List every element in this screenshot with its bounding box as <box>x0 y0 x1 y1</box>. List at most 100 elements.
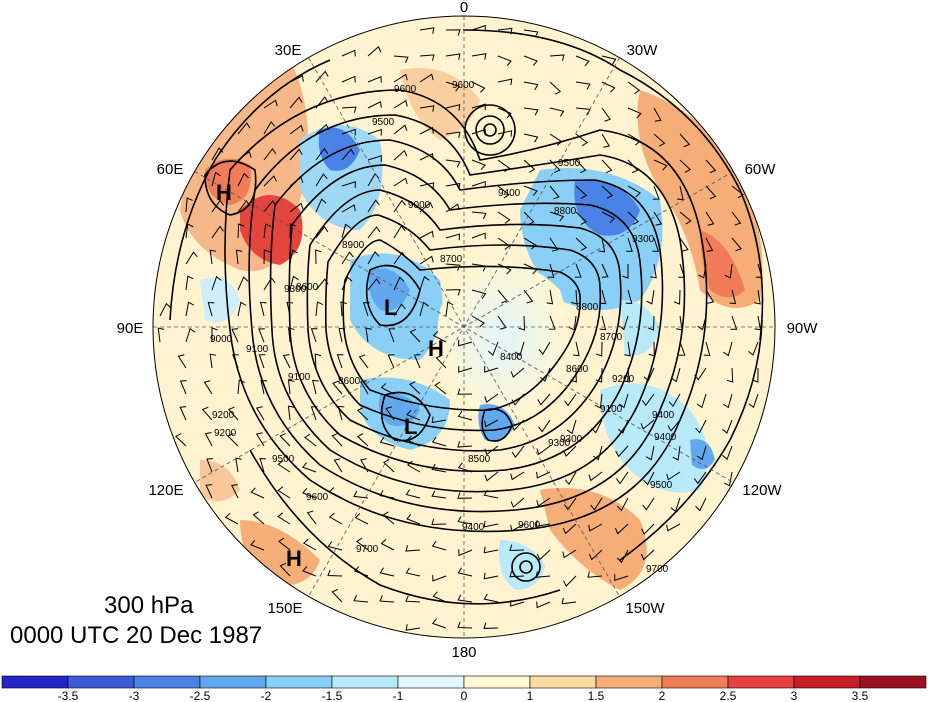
wind-barb <box>705 289 715 304</box>
wind-barb <box>549 185 560 200</box>
wind-barb <box>536 549 551 561</box>
wind-barb <box>575 263 582 278</box>
low-center-label: L <box>384 295 397 320</box>
wind-barb <box>405 567 421 577</box>
colorbar-swatch <box>793 675 861 689</box>
colorbar-swatch <box>661 675 729 689</box>
wind-barb <box>157 327 165 343</box>
wind-barb <box>523 55 538 66</box>
longitude-labels: 0 30W 60W 90W 120W 150W 180 150E 120E 90… <box>117 0 819 661</box>
wind-barb <box>380 539 395 551</box>
wind-barb <box>487 341 499 356</box>
wind-barb <box>536 497 551 507</box>
wind-barb <box>563 575 577 587</box>
wind-barb <box>431 463 447 473</box>
wind-barb <box>341 148 355 161</box>
wind-barb <box>310 328 318 343</box>
wind-barb <box>302 538 317 551</box>
wind-barb <box>575 55 590 67</box>
wind-barb <box>237 172 249 187</box>
longitude-label: 30E <box>275 42 302 59</box>
wind-barb <box>536 445 551 456</box>
wind-barb <box>435 354 447 369</box>
colorbar-label: -2.5 <box>190 689 211 702</box>
wind-barb <box>341 75 356 83</box>
wind-barb <box>206 458 213 473</box>
height-contours <box>169 29 764 605</box>
wind-barb <box>511 445 525 458</box>
wind-barb <box>360 380 369 395</box>
wind-barb <box>185 197 193 213</box>
map-boundary <box>152 15 776 639</box>
contour-label: 9400 <box>654 432 677 443</box>
wind-barb <box>289 249 298 265</box>
colorbar-swatch <box>859 675 927 689</box>
wind-barb <box>731 211 742 226</box>
wind-barb <box>231 484 239 499</box>
wind-barb <box>445 29 461 36</box>
wind-barb <box>523 211 535 226</box>
wind-barb <box>601 133 610 148</box>
wind-barb <box>315 226 329 239</box>
wind-barb <box>471 81 486 93</box>
wind-barb <box>431 540 447 551</box>
wind-barb <box>599 289 607 305</box>
wind-barb <box>457 567 473 577</box>
contour-label: 9500 <box>650 480 673 491</box>
colorbar-label: 2.5 <box>720 689 737 702</box>
wind-barb <box>457 492 473 499</box>
wind-barb <box>367 226 381 239</box>
wind-barb <box>445 233 461 241</box>
longitude-label: 30W <box>627 42 659 59</box>
wind-barb <box>653 211 663 226</box>
longitude-label: 60W <box>745 161 777 178</box>
wind-barb <box>279 562 291 577</box>
contour-label: 9100 <box>600 404 623 415</box>
wind-barb <box>204 432 213 447</box>
wind-barb <box>237 223 245 239</box>
wind-barb <box>497 315 507 330</box>
contour-label: 8800 <box>554 206 577 217</box>
wind-barb <box>705 237 714 252</box>
wind-barb <box>341 251 354 265</box>
wind-barb <box>419 275 430 291</box>
wind-barb <box>419 230 434 239</box>
wind-barb <box>679 237 689 252</box>
wind-barb <box>616 497 629 512</box>
wind-barb <box>643 367 655 382</box>
low-center-label: L <box>404 414 417 439</box>
wind-barb <box>185 275 194 291</box>
wind-barb <box>514 341 525 357</box>
wind-barb <box>695 419 707 434</box>
contour-label: 8700 <box>600 332 623 343</box>
wind-barb <box>627 211 639 225</box>
colorbar-label: 0 <box>461 689 468 702</box>
wind-barb <box>388 328 396 343</box>
wind-barb <box>419 54 435 61</box>
wind-barb <box>729 289 737 305</box>
wind-barb <box>445 301 454 317</box>
wind-barb <box>380 383 395 395</box>
wind-barb <box>263 175 277 187</box>
wind-barb <box>564 393 577 407</box>
contour-label: 8800 <box>576 302 599 313</box>
wind-barb <box>484 471 499 482</box>
wind-barb <box>564 471 577 486</box>
wind-barb <box>593 445 603 461</box>
wind-barb <box>356 537 369 551</box>
wind-barb <box>260 379 268 395</box>
wind-barb <box>419 105 435 112</box>
wind-barb <box>497 78 513 86</box>
wind-barb <box>523 237 537 250</box>
pressure-level-title: 300 hPa <box>104 592 194 619</box>
wind-barb <box>315 147 329 161</box>
colorbar-label: 1.5 <box>588 689 605 702</box>
longitude-label: 150E <box>267 600 302 617</box>
wind-barb <box>263 121 276 135</box>
wind-barb <box>393 73 408 83</box>
wind-barb <box>419 126 434 135</box>
wind-barb <box>211 275 222 291</box>
wind-barb <box>338 327 346 343</box>
wind-barb <box>445 289 461 296</box>
wind-barb <box>575 211 587 225</box>
